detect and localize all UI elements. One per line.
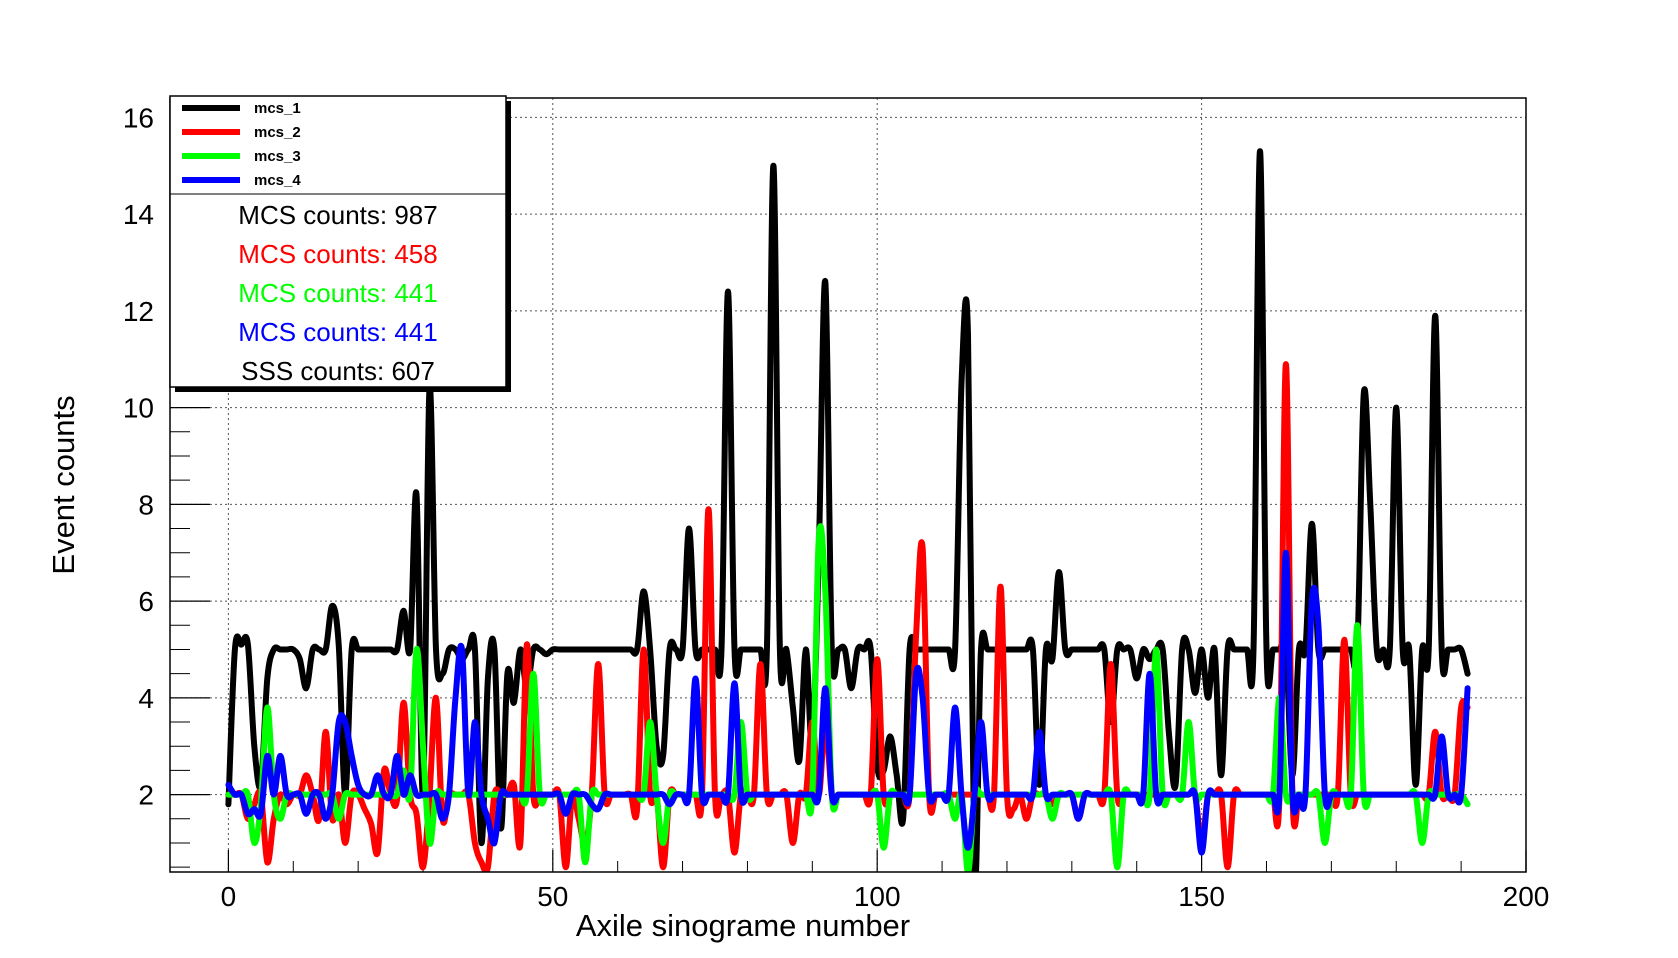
legend-label-mcs_3: mcs_3 [254,148,301,165]
x-axis-title: Axile sinograme number [576,908,910,943]
legend-entries: mcs_1 mcs_2 mcs_3 mcs_4 [182,100,301,189]
series-layer [225,148,1471,872]
legend-stat-line: SSS counts: 607 [241,356,435,386]
y-tick-label: 16 [123,102,154,133]
legend-stat-line: MCS counts: 441 [238,317,437,347]
legend-stats: MCS counts: 987 MCS counts: 458 MCS counts… [238,200,437,386]
series-line-mcs_1 [225,148,1471,872]
y-tick-label: 2 [138,780,154,811]
legend-label-mcs_1: mcs_1 [254,100,301,117]
x-tick-label: 200 [1503,881,1550,912]
y-tick-label: 14 [123,199,154,230]
legend-stat-line: MCS counts: 987 [238,200,437,230]
y-tick-label: 12 [123,296,154,327]
x-tick-label: 100 [854,881,901,912]
legend-stat-line: MCS counts: 458 [238,239,437,269]
y-tick-label: 8 [138,489,154,520]
y-axis-title: Event counts [46,395,81,574]
tick-labels: 0 50 100 150 200 2 4 6 8 10 12 14 16 [123,102,1550,912]
y-tick-label: 6 [138,586,154,617]
x-tick-label: 150 [1178,881,1225,912]
y-tick-label: 10 [123,393,154,424]
y-tick-label: 4 [138,683,154,714]
plot-frame [169,97,1527,873]
x-tick-label: 0 [221,881,237,912]
legend-label-mcs_4: mcs_4 [254,172,301,189]
legend-label-mcs_2: mcs_2 [254,124,301,141]
x-tick-label: 50 [537,881,568,912]
legend-stat-line: MCS counts: 441 [238,278,437,308]
legend-box [169,95,507,388]
series-line-mcs_4 [225,549,1471,856]
